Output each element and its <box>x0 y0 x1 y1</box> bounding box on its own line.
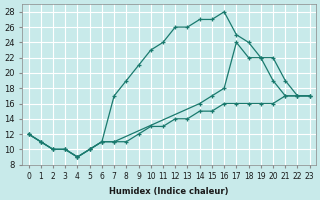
X-axis label: Humidex (Indice chaleur): Humidex (Indice chaleur) <box>109 187 229 196</box>
